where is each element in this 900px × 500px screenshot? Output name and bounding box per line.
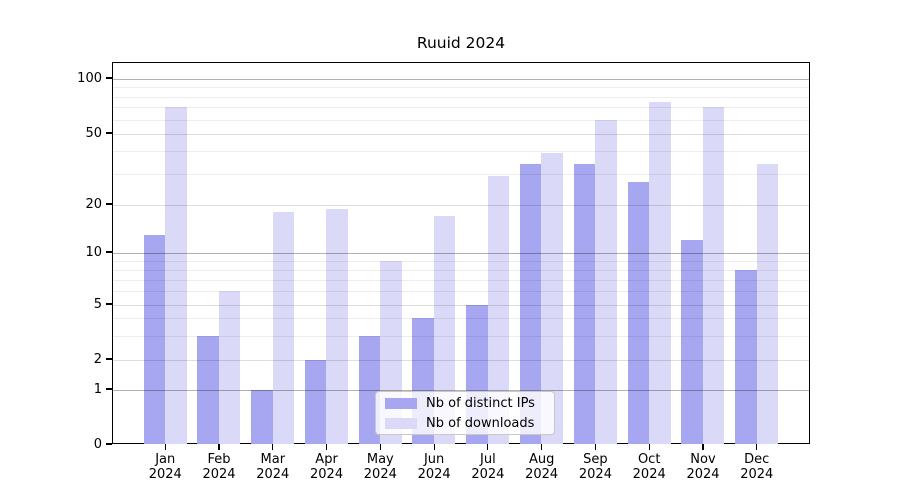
bar-distinct-ips-nov [681,240,703,444]
bar-distinct-ips-aug [519,163,542,444]
bar-distinct-ips-mar [251,390,273,444]
gridline-y-40 [113,151,809,153]
gridline-y-4 [113,318,809,320]
x-tick-mark-jul [487,444,489,450]
x-tick-mark-jun [433,444,435,450]
y-tick-mark-5 [106,303,112,305]
legend-swatch-downloads [385,417,417,429]
gridline-y-70 [113,107,809,109]
bar-downloads-jun [433,216,456,444]
gridline-y-60 [113,119,809,121]
bar-downloads-feb [218,291,241,444]
bar-downloads-nov [702,107,725,444]
bar-downloads-mar [272,212,295,444]
bar-distinct-ips-dec [735,269,757,444]
x-tick-mark-oct [648,444,650,450]
bar-distinct-ips-may [358,335,381,444]
legend: Nb of distinct IPs Nb of downloads [375,391,555,435]
gridline-y-2 [113,360,809,361]
x-axis-tick-label-nov: Nov 2024 [686,452,720,482]
gridline-y-10 [113,253,809,254]
y-tick-mark-1 [106,388,112,390]
legend-swatch-distinct-ips [385,397,417,409]
x-tick-mark-aug [541,444,543,450]
x-tick-mark-jan [164,444,166,450]
x-tick-mark-dec [756,444,758,450]
x-axis-tick-label-sep: Sep 2024 [578,452,612,482]
gridline-y-9 [113,260,809,262]
x-tick-mark-mar [272,444,274,450]
gridline-y-30 [113,173,809,175]
x-axis-tick-label-mar: Mar 2024 [256,452,290,482]
y-axis-tick-label-0: 0 [93,436,102,452]
gridline-y-5 [113,305,809,306]
bar-downloads-dec [756,163,779,444]
y-tick-mark-10 [106,251,112,253]
gridline-y-80 [113,96,809,98]
x-axis-tick-label-jun: Jun 2024 [417,452,451,482]
gridline-y-100 [113,79,809,80]
gridline-y-3 [113,335,809,337]
x-axis-tick-label-apr: Apr 2024 [310,452,344,482]
gridline-y-20 [113,205,809,206]
x-axis-tick-label-oct: Oct 2024 [632,452,666,482]
legend-label-distinct-ips: Nb of distinct IPs [426,395,535,411]
y-axis-tick-label-100: 100 [77,70,102,86]
x-tick-mark-feb [218,444,220,450]
x-tick-mark-sep [594,444,597,450]
bar-distinct-ips-oct [627,181,649,444]
bar-distinct-ips-jan [143,234,166,444]
gridline-y-6 [113,291,809,293]
y-axis-tick-label-50: 50 [85,125,102,141]
x-axis-tick-label-jul: Jul 2024 [471,452,505,482]
y-axis-tick-label-10: 10 [85,244,102,260]
y-axis-tick-label-5: 5 [93,296,102,312]
gridline-y-90 [113,87,809,89]
x-tick-mark-may [379,444,381,450]
x-axis-tick-label-may: May 2024 [363,452,397,482]
y-tick-mark-100 [106,77,112,79]
y-tick-mark-50 [106,132,112,134]
bar-downloads-jan [165,107,187,444]
gridline-y-7 [113,279,809,281]
x-tick-mark-apr [325,444,328,450]
bar-downloads-jul [487,176,510,444]
bar-downloads-aug [541,153,563,444]
chart-title: Ruuid 2024 [416,34,506,52]
y-tick-mark-2 [106,358,112,360]
plot-area [112,62,810,444]
bar-distinct-ips-feb [197,335,219,444]
legend-label-downloads: Nb of downloads [426,415,535,431]
bar-downloads-apr [326,208,348,444]
y-axis-tick-label-2: 2 [93,351,102,367]
y-tick-mark-20 [106,203,112,205]
legend-item-downloads: Nb of downloads [385,416,545,431]
legend-item-distinct-ips: Nb of distinct IPs [385,396,545,411]
gridline-y-8 [113,269,809,271]
bar-downloads-oct [649,101,671,444]
bar-distinct-ips-apr [304,360,327,444]
y-axis-tick-label-20: 20 [85,196,102,212]
gridline-y-1 [113,390,809,391]
y-tick-mark-0 [106,443,112,445]
x-tick-mark-nov [702,444,704,450]
x-axis-tick-label-aug: Aug 2024 [525,452,559,482]
gridline-y-50 [113,134,809,135]
x-axis-tick-label-feb: Feb 2024 [202,452,236,482]
bar-downloads-sep [595,119,617,444]
y-axis-tick-label-1: 1 [93,381,102,397]
bar-distinct-ips-sep [573,163,596,444]
x-axis-tick-label-jan: Jan 2024 [148,452,182,482]
x-axis-tick-label-dec: Dec 2024 [740,452,774,482]
